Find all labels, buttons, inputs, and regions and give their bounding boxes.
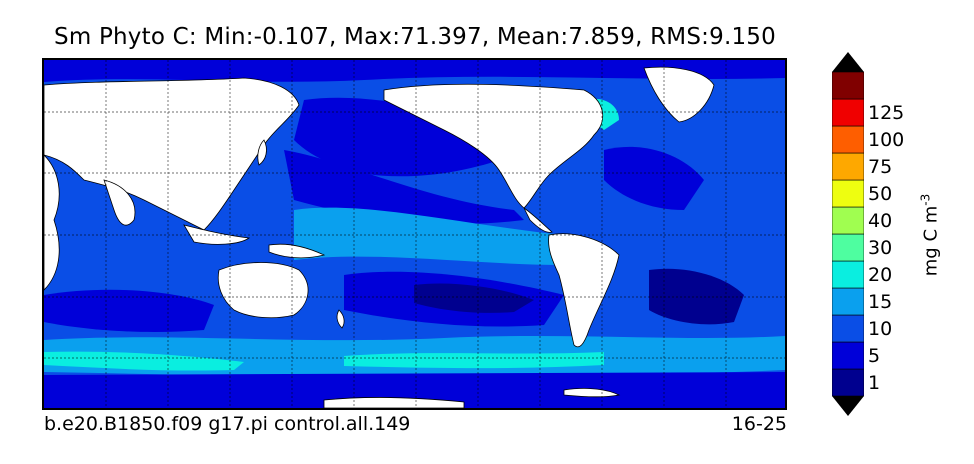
- map-panel: [42, 58, 787, 410]
- land-greenland: [643, 66, 715, 123]
- units-exponent: -3: [918, 193, 933, 206]
- colorbar-segment: [832, 233, 864, 262]
- colorbar-tick-label: 40: [868, 209, 893, 232]
- ocean-region: [44, 372, 785, 408]
- ocean-region: [604, 146, 704, 210]
- colorbar-tick-label: 100: [868, 128, 905, 151]
- colorbar-over-arrow: [832, 52, 864, 72]
- graticule: [44, 60, 785, 408]
- colorbar-under-arrow: [832, 396, 864, 416]
- colorbar-segment: [832, 125, 864, 154]
- land-antarctica: [323, 397, 465, 408]
- land-india: [103, 179, 136, 226]
- colorbar-segment: [832, 341, 864, 370]
- colorbar-segment: [832, 206, 864, 235]
- ocean-region: [44, 289, 214, 333]
- plot-title: Sm Phyto C: Min:-0.107, Max:71.397, Mean…: [54, 24, 776, 50]
- ocean-region: [294, 207, 564, 265]
- colorbar-segment: [832, 179, 864, 208]
- colorbar: [832, 52, 864, 416]
- land-antarctica: [563, 387, 621, 398]
- land-new-guinea: [268, 243, 326, 259]
- colorbar-segment: [832, 71, 864, 100]
- colorbar-tick-label: 15: [868, 290, 893, 313]
- colorbar-tick-label: 50: [868, 182, 893, 205]
- land-north-america: [383, 83, 603, 209]
- colorbar-segment: [832, 260, 864, 289]
- colorbar-tick-label: 75: [868, 155, 893, 178]
- colorbar-segment: [832, 98, 864, 127]
- ocean-region: [284, 150, 524, 224]
- land-masses: [44, 66, 715, 408]
- land-australia: [217, 262, 309, 319]
- ocean-region: [44, 60, 785, 82]
- run-name-label: b.e20.B1850.f09 g17.pi control.all.149: [44, 413, 411, 435]
- colorbar-tick-label: 1: [868, 371, 881, 394]
- ocean-map: [44, 60, 785, 408]
- land-japan: [257, 139, 267, 166]
- land-south-america: [548, 233, 620, 348]
- ocean-region: [44, 351, 244, 371]
- land-new-zealand: [336, 309, 345, 329]
- colorbar-tick-label: 10: [868, 317, 893, 340]
- colorbar-segments: [832, 71, 864, 397]
- colorbar-tick-label: 125: [868, 101, 905, 124]
- colorbar-tick-label: 30: [868, 236, 893, 259]
- ocean-region: [344, 352, 604, 369]
- ocean-region: [649, 268, 744, 325]
- colorbar-segment: [832, 314, 864, 343]
- colorbar-segment: [832, 368, 864, 397]
- ocean-region: [414, 283, 534, 313]
- land-central-america: [523, 207, 553, 233]
- depth-range-label: 16-25: [731, 413, 787, 435]
- units-base: mg C m: [920, 205, 942, 277]
- ocean-region: [294, 97, 514, 177]
- colorbar-segment: [832, 152, 864, 181]
- colorbar-segment: [832, 287, 864, 316]
- colorbar-tick-label: 20: [868, 263, 893, 286]
- colorbar-tick-label: 5: [868, 344, 881, 367]
- land-africa: [44, 154, 60, 291]
- colorbar-units-label: mg C m-3: [919, 194, 942, 276]
